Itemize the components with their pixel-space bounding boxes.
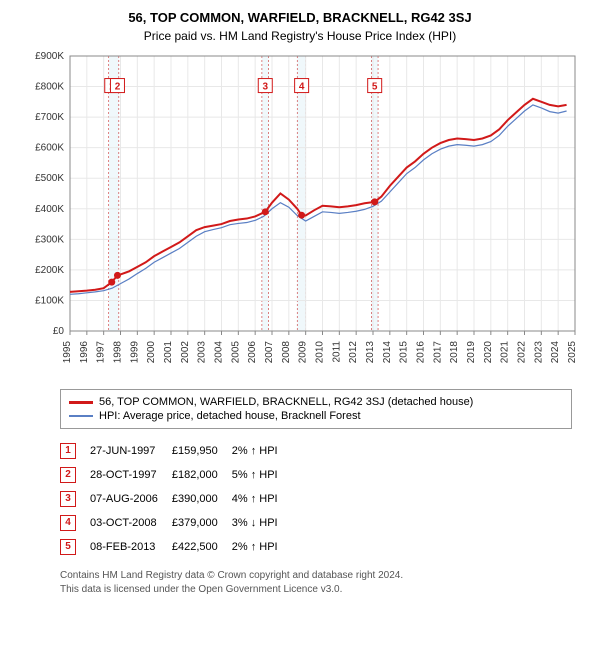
price-chart: £0 £100K £200K £300K £400K £500K £600K £700K £80…: [20, 51, 580, 381]
sale-hpi-change: 2% ↑ HPI: [232, 439, 292, 463]
svg-text:2021: 2021: [500, 341, 511, 364]
svg-text:2008: 2008: [281, 341, 292, 364]
sales-table: 127-JUN-1997£159,9502% ↑ HPI228-OCT-1997…: [60, 439, 292, 559]
svg-text:2018: 2018: [449, 341, 460, 364]
sale-marker-box: 3: [60, 491, 76, 507]
sale-marker-box: 4: [60, 515, 76, 531]
svg-text:1996: 1996: [79, 341, 90, 364]
sale-date: 03-OCT-2008: [90, 511, 172, 535]
svg-text:3: 3: [262, 82, 268, 93]
legend-swatch: [69, 415, 93, 417]
svg-text:2012: 2012: [348, 341, 359, 364]
svg-text:2020: 2020: [483, 341, 494, 364]
svg-text:4: 4: [299, 82, 305, 93]
svg-text:2017: 2017: [432, 341, 443, 364]
sale-date: 08-FEB-2013: [90, 535, 172, 559]
svg-text:5: 5: [372, 82, 378, 93]
svg-text:1995: 1995: [62, 341, 73, 364]
footer-line-1: Contains HM Land Registry data © Crown c…: [60, 569, 590, 583]
svg-text:£300K: £300K: [35, 234, 64, 245]
table-row: 2 28-OCT-1997£182,0005% ↑ HPI: [60, 463, 292, 487]
svg-text:2000: 2000: [146, 341, 157, 364]
legend-swatch: [69, 401, 93, 404]
legend-label: 56, TOP COMMON, WARFIELD, BRACKNELL, RG4…: [99, 396, 473, 408]
svg-text:£600K: £600K: [35, 143, 64, 154]
footer-line-2: This data is licensed under the Open Gov…: [60, 583, 590, 597]
sale-marker-box: 5: [60, 539, 76, 555]
svg-text:2007: 2007: [264, 341, 275, 364]
legend-row: 56, TOP COMMON, WARFIELD, BRACKNELL, RG4…: [69, 396, 563, 408]
sale-price: £159,950: [172, 439, 232, 463]
svg-text:2019: 2019: [466, 341, 477, 364]
sale-date: 07-AUG-2006: [90, 487, 172, 511]
sale-date: 28-OCT-1997: [90, 463, 172, 487]
svg-text:£100K: £100K: [35, 295, 64, 306]
svg-text:£700K: £700K: [35, 112, 64, 123]
svg-text:2002: 2002: [180, 341, 191, 364]
sale-marker-box: 2: [60, 467, 76, 483]
svg-text:2010: 2010: [315, 341, 326, 364]
svg-text:2014: 2014: [382, 341, 393, 364]
svg-text:2015: 2015: [399, 341, 410, 364]
svg-text:2006: 2006: [247, 341, 258, 364]
svg-text:£500K: £500K: [35, 173, 64, 184]
table-row: 3 07-AUG-2006£390,0004% ↑ HPI: [60, 487, 292, 511]
svg-text:£0: £0: [53, 326, 65, 337]
legend-label: HPI: Average price, detached house, Brac…: [99, 410, 361, 422]
sale-date: 27-JUN-1997: [90, 439, 172, 463]
svg-text:2004: 2004: [214, 341, 225, 364]
table-row: 5 08-FEB-2013£422,5002% ↑ HPI: [60, 535, 292, 559]
page-title: 56, TOP COMMON, WARFIELD, BRACKNELL, RG4…: [10, 10, 590, 25]
sale-hpi-change: 2% ↑ HPI: [232, 535, 292, 559]
sale-price: £182,000: [172, 463, 232, 487]
table-row: 4 03-OCT-2008£379,0003% ↓ HPI: [60, 511, 292, 535]
svg-text:2025: 2025: [567, 341, 578, 364]
svg-text:2003: 2003: [197, 341, 208, 364]
svg-text:2011: 2011: [331, 341, 342, 363]
svg-text:2022: 2022: [517, 341, 528, 364]
svg-text:2001: 2001: [163, 341, 174, 364]
svg-text:2: 2: [115, 82, 121, 93]
svg-text:2009: 2009: [298, 341, 309, 364]
sale-hpi-change: 4% ↑ HPI: [232, 487, 292, 511]
svg-text:2005: 2005: [230, 341, 241, 364]
svg-text:1997: 1997: [96, 341, 107, 364]
svg-text:2013: 2013: [365, 341, 376, 364]
svg-text:£800K: £800K: [35, 82, 64, 93]
table-row: 1 27-JUN-1997£159,9502% ↑ HPI: [60, 439, 292, 463]
svg-text:2024: 2024: [550, 341, 561, 364]
sale-marker-box: 1: [60, 443, 76, 459]
svg-text:£200K: £200K: [35, 265, 64, 276]
sale-price: £390,000: [172, 487, 232, 511]
sale-price: £422,500: [172, 535, 232, 559]
sale-hpi-change: 3% ↓ HPI: [232, 511, 292, 535]
svg-text:£900K: £900K: [35, 51, 64, 62]
page-subtitle: Price paid vs. HM Land Registry's House …: [10, 29, 590, 43]
legend: 56, TOP COMMON, WARFIELD, BRACKNELL, RG4…: [60, 389, 572, 429]
svg-text:1999: 1999: [129, 341, 140, 364]
sale-hpi-change: 5% ↑ HPI: [232, 463, 292, 487]
svg-text:1998: 1998: [113, 341, 124, 364]
sale-price: £379,000: [172, 511, 232, 535]
svg-text:2023: 2023: [533, 341, 544, 364]
legend-row: HPI: Average price, detached house, Brac…: [69, 410, 563, 422]
footer-attribution: Contains HM Land Registry data © Crown c…: [60, 569, 590, 597]
svg-text:2016: 2016: [416, 341, 427, 364]
svg-text:£400K: £400K: [35, 204, 64, 215]
